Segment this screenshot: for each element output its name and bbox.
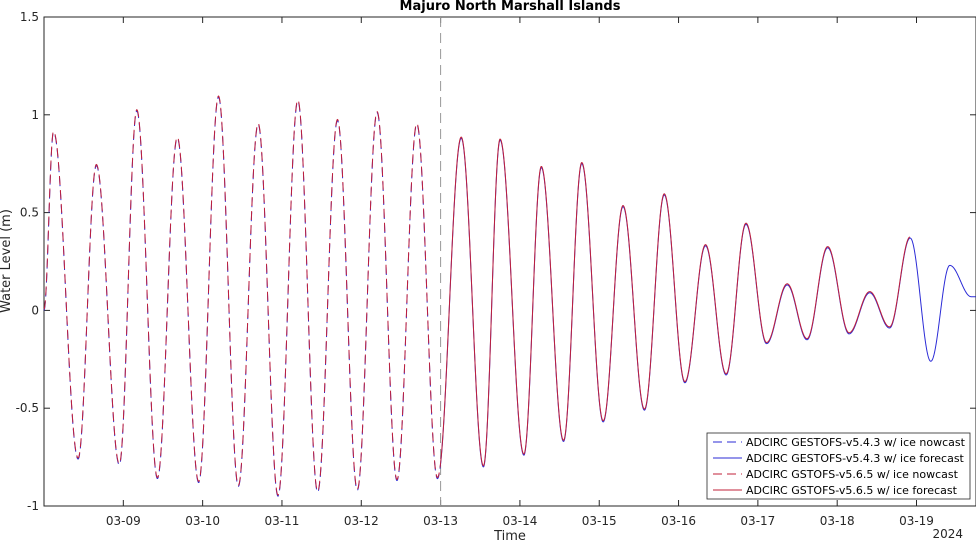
y-tick-label: 1 — [31, 108, 39, 122]
x-tick-label: 03-14 — [502, 514, 537, 528]
legend-label-1: ADCIRC GESTOFS-v5.4.3 w/ ice forecast — [746, 452, 965, 465]
y-tick-label: -0.5 — [16, 401, 39, 415]
y-tick-label: 0.5 — [20, 206, 39, 220]
legend-label-2: ADCIRC GSTOFS-v5.6.5 w/ ice nowcast — [746, 468, 959, 481]
legend[interactable]: ADCIRC GESTOFS-v5.4.3 w/ ice nowcast ADCI… — [706, 432, 971, 500]
y-tick-label: 0 — [31, 303, 39, 317]
legend-label-3: ADCIRC GSTOFS-v5.6.5 w/ ice forecast — [746, 484, 958, 497]
x-tick-label: 03-11 — [265, 514, 300, 528]
series-line-2 — [43, 95, 442, 496]
x-tick-label: 03-13 — [423, 514, 458, 528]
y-tick-label: 1.5 — [20, 10, 39, 24]
y-tick-label: -1 — [27, 499, 39, 513]
x-axis-title: Time — [493, 529, 526, 541]
series-layer — [43, 95, 976, 497]
x-tick-label: 03-15 — [582, 514, 617, 528]
year-label: 2024 — [932, 527, 963, 541]
x-tick-label: 03-19 — [899, 514, 934, 528]
series-line-3 — [440, 136, 911, 467]
chart-title: Majuro North Marshall Islands — [400, 0, 621, 14]
y-axis-title: Water Level (m) — [0, 209, 14, 313]
x-tick-label: 03-10 — [185, 514, 220, 528]
x-tick-label: 03-16 — [661, 514, 696, 528]
y-axis: -1 -0.5 0 0.5 1 1.5 — [16, 10, 976, 513]
x-tick-label: 03-18 — [820, 514, 855, 528]
legend-label-0: ADCIRC GESTOFS-v5.4.3 w/ ice nowcast — [746, 436, 966, 449]
legend-box — [706, 432, 971, 500]
x-tick-label: 03-09 — [106, 514, 141, 528]
x-tick-label: 03-17 — [740, 514, 775, 528]
x-axis: 03-09 03-10 03-11 03-12 03-13 03-14 03-15 03-16… — [106, 17, 934, 528]
x-tick-label: 03-12 — [344, 514, 379, 528]
